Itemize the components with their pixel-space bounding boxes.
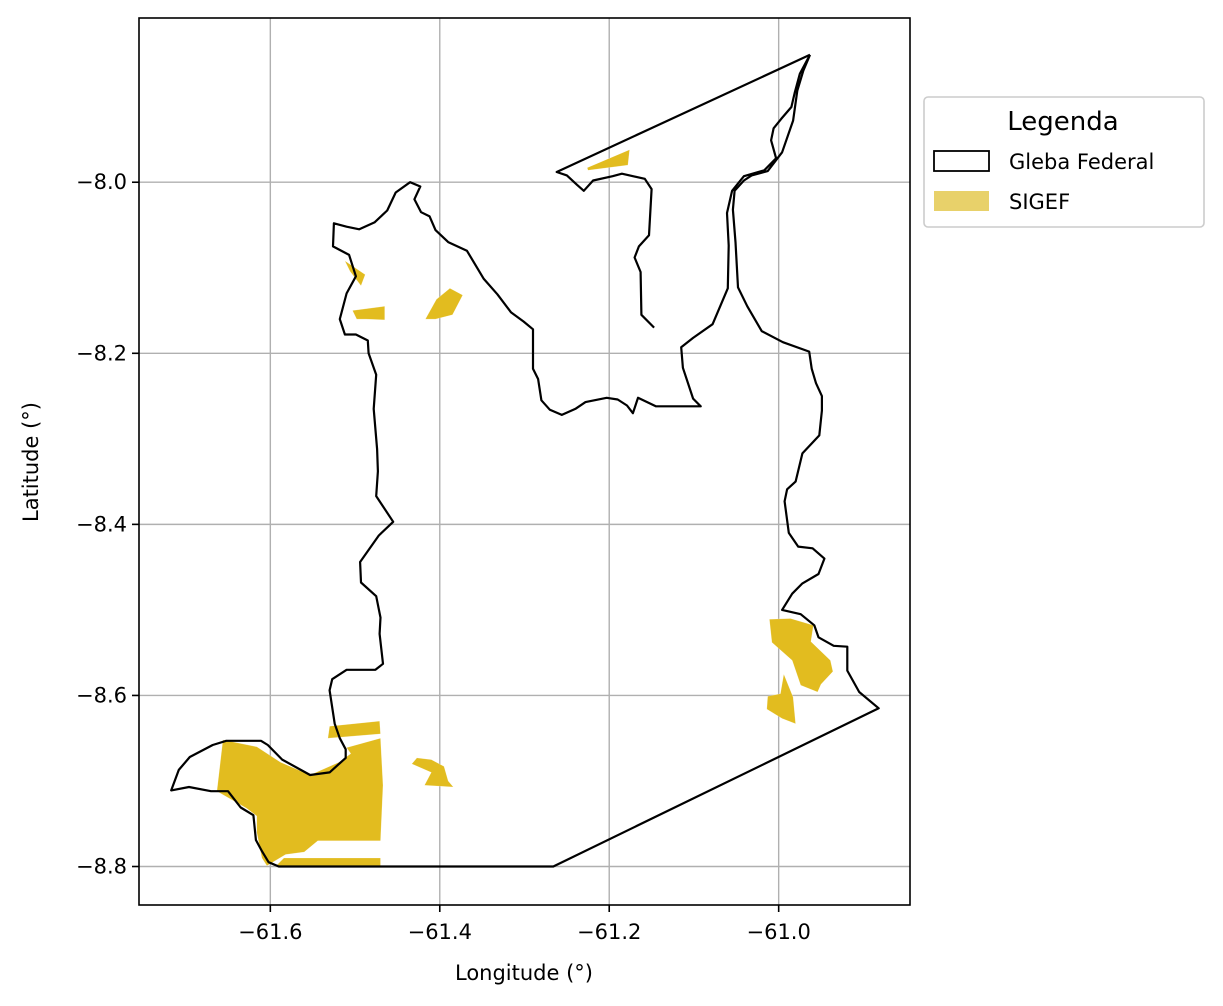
sigef-parcel [411, 757, 454, 788]
plot-frame [138, 17, 911, 906]
y-tick-label: −8.4 [76, 512, 127, 536]
axis-ticks: −61.6 −61.4 −61.2 −61.0 −8.0 −8.2 −8.4 −8.6 −8.8 [76, 170, 811, 944]
sigef-parcel [425, 288, 463, 320]
sigef-parcel [274, 857, 381, 867]
legend-label-sigef: SIGEF [1009, 190, 1070, 214]
x-tick-label: −61.0 [746, 920, 810, 944]
legend: Legenda Gleba Federal SIGEF [923, 96, 1205, 228]
sigef-parcel [586, 149, 630, 171]
sigef-parcel [769, 618, 834, 693]
gleba-federal-layer [170, 53, 880, 868]
legend-label-gleba: Gleba Federal [1009, 150, 1154, 174]
sigef-parcel [766, 673, 796, 725]
sigef-parcel [327, 720, 381, 739]
legend-title: Legenda [1007, 107, 1118, 137]
y-axis-label: Latitude (°) [19, 402, 43, 522]
y-tick-label: −8.6 [76, 683, 127, 707]
x-axis-label: Longitude (°) [455, 961, 593, 985]
x-tick-label: −61.2 [577, 920, 641, 944]
sigef-parcel [216, 737, 384, 866]
gleba-federal-boundary [170, 54, 880, 868]
legend-swatch-gleba [933, 150, 990, 172]
legend-box [923, 96, 1205, 228]
x-tick-label: −61.6 [238, 920, 302, 944]
sigef-parcel [352, 306, 385, 321]
y-tick-label: −8.8 [76, 855, 127, 879]
y-tick-label: −8.2 [76, 341, 127, 365]
y-tick-label: −8.0 [76, 170, 127, 194]
legend-swatch-sigef [934, 191, 989, 211]
gleba-federal-boundary [555, 53, 811, 329]
x-tick-label: −61.4 [408, 920, 472, 944]
sigef-layer [216, 149, 834, 867]
